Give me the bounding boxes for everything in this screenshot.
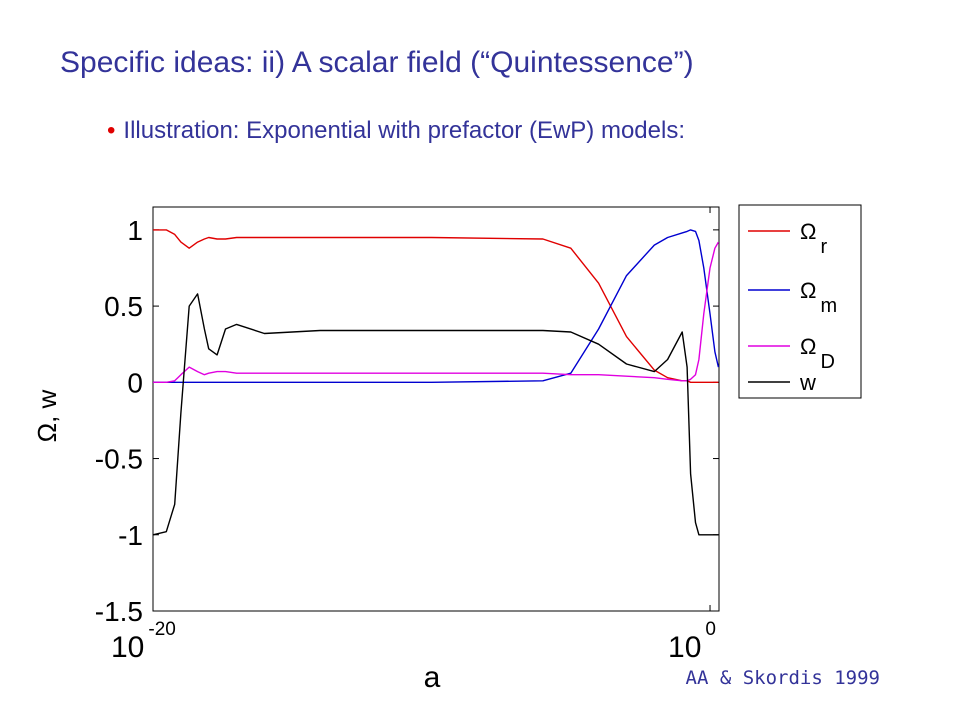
series-line (152, 293, 719, 536)
series-line (153, 229, 720, 383)
y-tick-label: -1 (118, 520, 143, 551)
legend-label: Ωm (800, 278, 837, 317)
y-axis-label: Ω, w (32, 389, 62, 442)
slide-title: Specific ideas: ii) A scalar field (“Qui… (60, 46, 694, 79)
y-tick-label: -1.5 (95, 596, 143, 627)
x-tick-label: 10-20 (111, 619, 176, 664)
x-tick-label: 100 (668, 619, 716, 664)
legend-box (738, 204, 862, 399)
legend-label: ΩD (800, 334, 835, 373)
y-tick-label: 0.5 (104, 291, 143, 322)
legend-label: Ωr (800, 219, 827, 258)
series-line (153, 229, 719, 383)
plot-frame (152, 206, 720, 612)
legend-label: w (799, 370, 816, 395)
x-axis-label: a (424, 661, 441, 694)
bullet-text: Illustration: Exponential with prefactor… (105, 114, 765, 147)
credit: AA & Skordis 1999 (686, 667, 880, 689)
series-line (153, 241, 720, 383)
y-tick-label: -0.5 (95, 444, 143, 475)
y-tick-label: 0 (127, 367, 143, 398)
y-tick-label: 1 (127, 215, 143, 246)
